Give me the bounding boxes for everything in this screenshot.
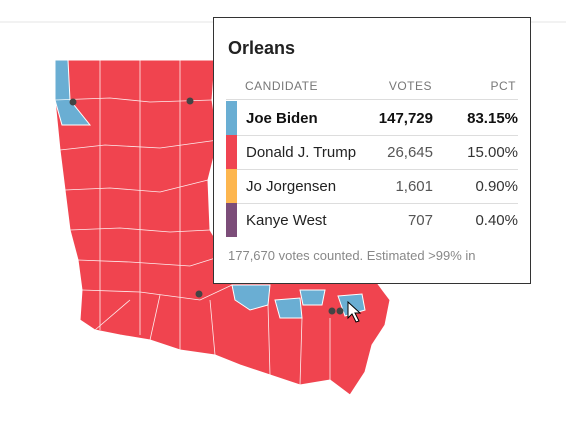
color-swatch xyxy=(226,203,237,237)
city-dots xyxy=(69,97,344,315)
tooltip-title: Orleans xyxy=(228,38,296,58)
column-header: CANDIDATE xyxy=(245,79,318,93)
vote-percent: 0.90% xyxy=(475,178,518,195)
vote-count: 1,601 xyxy=(395,178,433,195)
column-header: VOTES xyxy=(388,79,432,93)
color-swatch xyxy=(226,135,237,169)
vote-percent: 15.00% xyxy=(467,144,518,161)
column-header: PCT xyxy=(490,79,516,93)
color-swatch xyxy=(226,169,237,203)
header-rule xyxy=(226,99,518,100)
candidate-row: Kanye West 707 0.40% xyxy=(226,203,518,237)
vote-count: 147,729 xyxy=(378,110,433,127)
row-rule xyxy=(237,135,518,136)
tooltip: Orleans CANDIDATE VOTES PCT Joe Biden 147… xyxy=(213,17,531,284)
state-shape xyxy=(54,59,391,396)
candidate-name: Joe Biden xyxy=(246,110,318,127)
candidate-name: Donald J. Trump xyxy=(246,144,357,161)
candidate-row: Jo Jorgensen 1,601 0.90% xyxy=(226,169,518,203)
tooltip-footer: 177,670 votes counted. Estimated >99% in xyxy=(228,248,476,263)
row-rule xyxy=(237,169,518,170)
candidate-name: Kanye West xyxy=(246,212,327,229)
vote-count: 707 xyxy=(407,212,433,229)
color-swatch xyxy=(226,101,237,135)
candidate-row: Joe Biden 147,729 83.15% xyxy=(226,101,518,135)
vote-percent: 0.40% xyxy=(475,212,518,229)
row-rule xyxy=(237,203,518,204)
candidate-name: Jo Jorgensen xyxy=(246,178,337,195)
parish-borders xyxy=(54,60,331,386)
candidate-row: Donald J. Trump 26,645 15.00% xyxy=(226,135,518,169)
vote-percent: 83.15% xyxy=(467,110,518,127)
vote-count: 26,645 xyxy=(387,144,433,161)
cursor xyxy=(347,300,362,323)
